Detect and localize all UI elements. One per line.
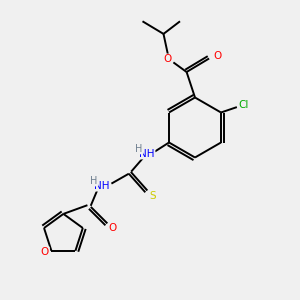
Text: O: O: [109, 223, 117, 233]
Text: S: S: [149, 191, 156, 201]
Text: H: H: [135, 143, 143, 154]
Text: O: O: [164, 54, 172, 64]
Text: NH: NH: [139, 148, 154, 159]
Text: NH: NH: [94, 181, 110, 191]
Text: O: O: [213, 51, 222, 61]
Text: Cl: Cl: [238, 100, 249, 110]
Text: H: H: [90, 176, 98, 186]
Text: O: O: [41, 247, 49, 257]
